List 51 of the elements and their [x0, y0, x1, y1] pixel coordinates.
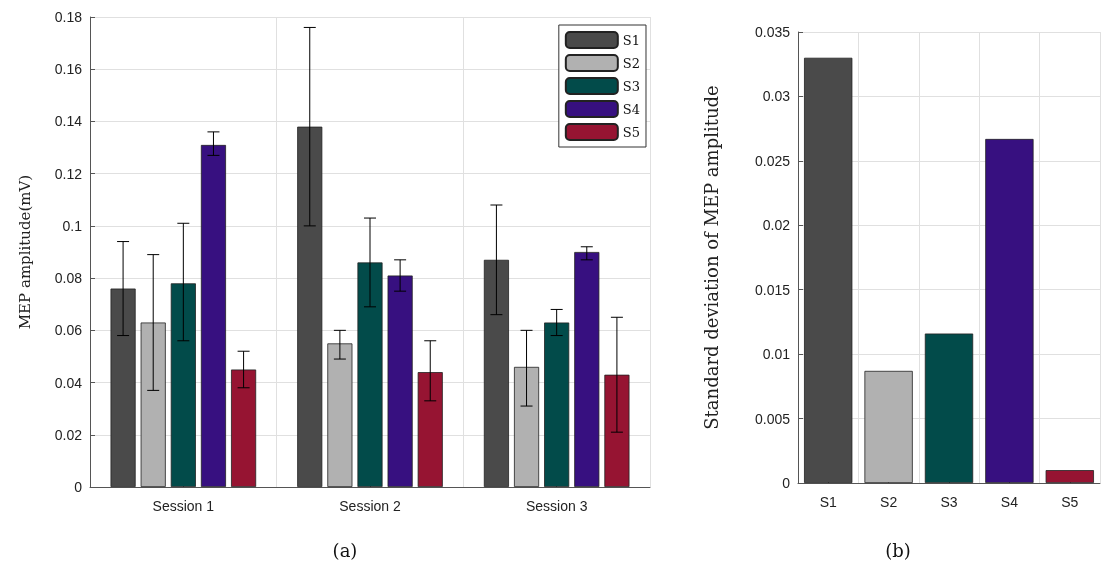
y-tick-label: 0.04 [54, 374, 83, 391]
bar [387, 275, 413, 487]
bar [985, 138, 1034, 483]
y-tick-label: 0.01 [762, 346, 791, 363]
y-tick-label: 0.08 [54, 270, 83, 287]
x-tick-label: Session 1 [152, 498, 215, 514]
bar [574, 252, 600, 487]
y-tick-label: 0.06 [54, 322, 83, 339]
legend-label: S1 [622, 32, 641, 48]
legend-label: S2 [622, 55, 641, 71]
y-tick-label: 0 [782, 475, 791, 491]
bar [513, 366, 540, 487]
text: (b) [885, 539, 911, 561]
y-tick-label: 0.025 [754, 152, 791, 169]
y-axis-title: MEP amplitude(mV) [15, 174, 34, 330]
text: (a) [332, 539, 358, 561]
x-tick-label: S5 [1061, 494, 1079, 510]
x-tick-label: S1 [819, 494, 837, 510]
bar [327, 343, 353, 487]
bar [924, 333, 974, 483]
y-tick-label: 0.12 [54, 165, 83, 182]
y-tick-label: 0.1 [62, 217, 83, 234]
bar [544, 322, 570, 487]
bar [864, 370, 913, 483]
bar [140, 322, 166, 487]
legend-label: S5 [622, 124, 641, 140]
x-tick-label: S2 [880, 494, 898, 510]
x-tick-label: S4 [1000, 494, 1019, 510]
y-tick-label: 0.14 [54, 113, 83, 130]
y-axis-title: Standard deviation of MEP amplitude [700, 85, 722, 430]
bar [200, 144, 227, 487]
x-tick-label: S3 [940, 494, 958, 510]
bar [1045, 470, 1094, 483]
bar [231, 369, 257, 487]
y-tick-label: 0 [74, 479, 83, 495]
y-tick-label: 0.02 [762, 217, 791, 234]
y-tick-label: 0.03 [762, 88, 791, 105]
bar [170, 283, 196, 487]
y-tick-label: 0.16 [54, 61, 83, 78]
y-tick-label: 0.02 [54, 426, 83, 443]
y-tick-label: 0.015 [754, 281, 791, 298]
x-tick-label: Session 2 [339, 498, 401, 514]
y-tick-label: 0.035 [754, 24, 791, 40]
bar [357, 262, 383, 487]
x-tick-label: Session 3 [525, 498, 588, 514]
y-tick-label: 0.18 [54, 9, 83, 25]
y-tick-label: 0.005 [754, 410, 791, 427]
bar [604, 374, 630, 487]
legend-label: S3 [622, 78, 641, 94]
legend-label: S4 [622, 101, 641, 117]
bar [417, 372, 443, 487]
